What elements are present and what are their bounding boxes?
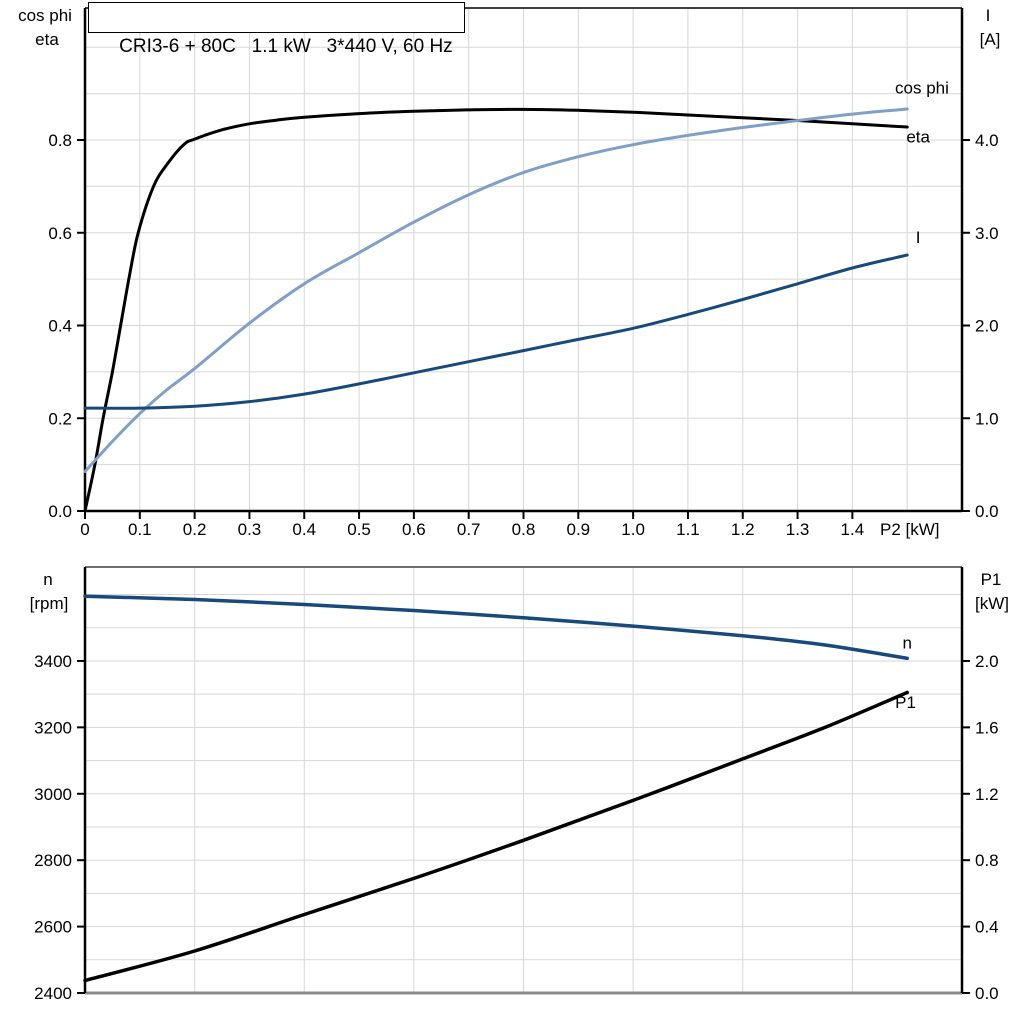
curve-label-I: I [916,228,921,247]
x-axis-tick-label: 0 [80,520,89,539]
left-axis-tick-label: 2600 [34,918,72,937]
left-axis-title: n [43,570,52,589]
right-axis-title: [kW] [975,594,1009,613]
left-axis-tick-label: 3000 [34,785,72,804]
left-axis-tick-label: 2800 [34,851,72,870]
right-axis-title: [A] [980,30,1001,49]
x-axis-title: P2 [kW] [880,520,940,539]
curve-label-n: n [902,634,911,653]
x-axis-tick-label: 0.7 [457,520,481,539]
chart-title-box: CRI3-6 + 80C 1.1 kW 3*440 V, 60 Hz [88,2,465,57]
left-axis-tick-label: 3200 [34,718,72,737]
curve-label-P1: P1 [895,693,916,712]
x-axis-tick-label: 1.1 [676,520,700,539]
x-axis-tick-label: 0.2 [183,520,207,539]
curve-label-cos_phi: cos phi [895,79,949,98]
left-axis-tick-label: 0.4 [48,317,72,336]
x-axis-tick-label: 0.8 [512,520,536,539]
right-axis-tick-label: 4.0 [975,131,999,150]
x-axis-tick-label: 1.4 [841,520,865,539]
x-axis-tick-label: 0.9 [566,520,590,539]
right-axis-tick-label: 0.0 [975,502,999,521]
left-axis-title: [rpm] [30,594,69,613]
left-axis-title: eta [35,30,59,49]
chart-title: CRI3-6 + 80C 1.1 kW 3*440 V, 60 Hz [119,36,453,57]
x-axis-tick-label: 1.2 [731,520,755,539]
curve-P1 [83,690,909,983]
left-axis-tick-label: 3400 [34,652,72,671]
curve-cos_phi [83,107,909,474]
right-axis-title: I [986,6,991,25]
left-axis-title: cos phi [18,6,72,25]
curve-label-eta: eta [906,127,930,146]
left-axis-tick-label: 2400 [34,984,72,1003]
right-axis-tick-label: 1.0 [975,409,999,428]
x-axis-tick-label: 1.3 [786,520,810,539]
x-axis-tick-label: 1.0 [621,520,645,539]
right-axis-tick-label: 2.0 [975,652,999,671]
right-axis-tick-label: 0.4 [975,918,999,937]
x-axis-tick-label: 0.1 [128,520,152,539]
x-axis-tick-label: 0.4 [292,520,316,539]
curve-I [83,253,909,410]
right-axis-tick-label: 2.0 [975,317,999,336]
left-axis-tick-label: 0.8 [48,131,72,150]
curve-n [83,594,909,661]
right-axis-tick-label: 0.8 [975,851,999,870]
right-axis-tick-label: 1.6 [975,718,999,737]
left-axis-tick-label: 0.0 [48,502,72,521]
left-axis-tick-label: 0.6 [48,224,72,243]
x-axis-tick-label: 0.6 [402,520,426,539]
x-axis-tick-label: 0.5 [347,520,371,539]
left-axis-tick-label: 0.2 [48,409,72,428]
x-axis-tick-label: 0.3 [238,520,262,539]
curve-eta [83,107,909,513]
right-axis-tick-label: 1.2 [975,785,999,804]
right-axis-tick-label: 3.0 [975,224,999,243]
right-axis-title: P1 [981,570,1002,589]
right-axis-tick-label: 0.0 [975,984,999,1003]
